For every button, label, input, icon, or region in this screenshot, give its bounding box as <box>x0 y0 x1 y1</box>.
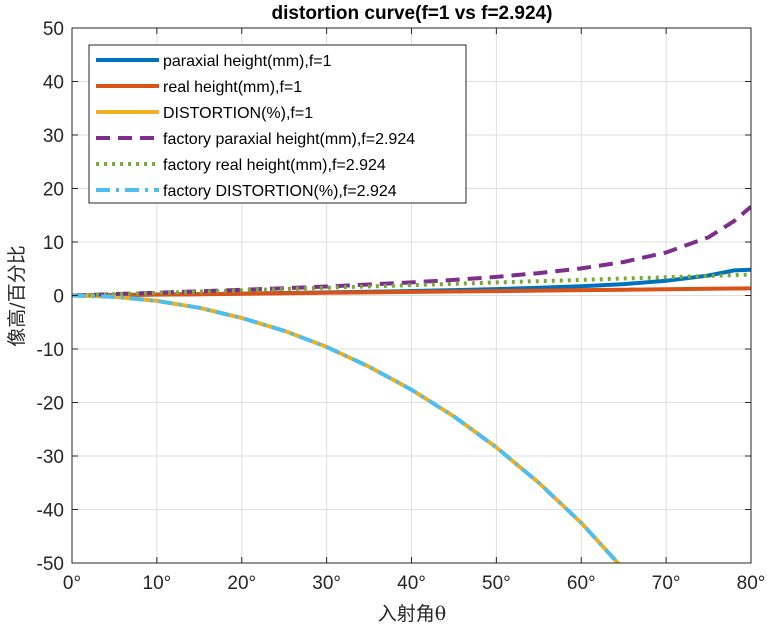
y-tick-label: -30 <box>37 447 64 468</box>
y-tick-label: 50 <box>43 19 64 40</box>
series-line-6 <box>72 293 621 563</box>
legend-label-6: factory DISTORTION(%),f=2.924 <box>163 183 397 200</box>
axis-ticks: 0° 10° 20° 30° 40° 50° 60° 70° 80° 50 40 30 20 10 0 -10… <box>37 19 766 594</box>
legend-label-2: real height(mm),f=1 <box>163 79 302 96</box>
x-tick-label: 40° <box>397 573 426 594</box>
x-tick-label: 50° <box>482 573 511 594</box>
y-tick-label: -20 <box>37 394 64 415</box>
y-tick-label: 10 <box>43 233 64 254</box>
y-axis-label: 像高/百分比 <box>6 245 28 346</box>
legend-label-3: DISTORTION(%),f=1 <box>163 105 313 122</box>
legend-label-5: factory real height(mm),f=2.924 <box>163 157 386 174</box>
x-tick-label: 60° <box>567 573 596 594</box>
y-tick-label: -10 <box>37 340 64 361</box>
legend-label-1: paraxial height(mm),f=1 <box>163 53 332 70</box>
y-tick-label: 0 <box>53 287 64 308</box>
series-line-5 <box>72 272 751 298</box>
x-tick-label: 20° <box>227 573 256 594</box>
y-tick-label: 20 <box>43 180 64 201</box>
x-tick-label: 30° <box>312 573 341 594</box>
legend: paraxial height(mm),f=1 real height(mm),f… <box>88 44 467 204</box>
x-tick-label: 10° <box>143 573 172 594</box>
y-tick-label: -40 <box>37 501 64 522</box>
x-axis-label: 入射角θ <box>378 603 446 625</box>
chart-title: distortion curve(f=1 vs f=2.924) <box>272 3 553 24</box>
x-tick-label: 70° <box>652 573 681 594</box>
y-tick-label: 40 <box>43 73 64 94</box>
y-tick-label: 30 <box>43 126 64 147</box>
x-tick-label: 0° <box>63 573 81 594</box>
y-tick-label: -50 <box>37 554 64 575</box>
series-layer <box>72 205 751 563</box>
x-tick-label: 80° <box>737 573 766 594</box>
series-line-2 <box>72 286 751 298</box>
legend-box <box>88 44 467 204</box>
legend-label-4: factory paraxial height(mm),f=2.924 <box>163 131 415 148</box>
